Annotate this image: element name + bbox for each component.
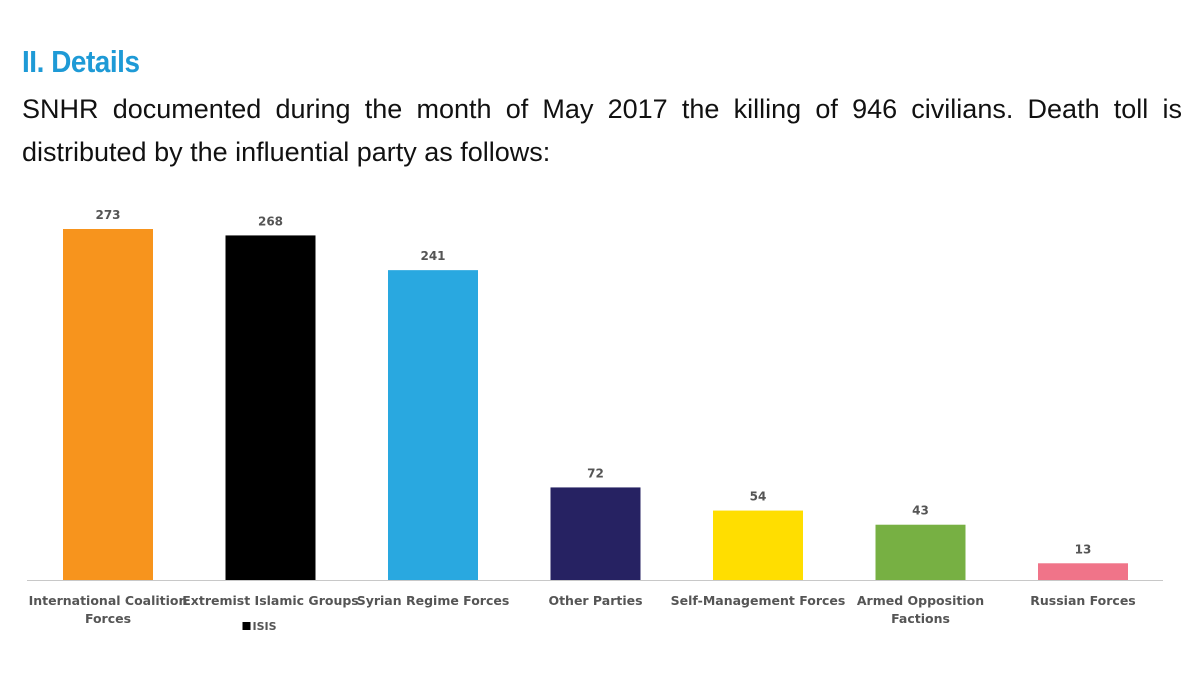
bar-value-label: 54 (750, 490, 767, 504)
legend-label: ISIS (253, 620, 277, 633)
value-labels-group: 273 268 241 72 54 43 13 (95, 208, 1091, 556)
category-label: Extremist Islamic Groups (182, 593, 358, 608)
bar (875, 524, 966, 580)
section-heading: II. Details (22, 44, 140, 79)
legend: ISIS (242, 620, 277, 633)
bar-value-label: 72 (587, 466, 604, 480)
bar (713, 510, 803, 580)
category-label: Self-Management Forces (671, 593, 846, 608)
bar-value-label: 273 (95, 208, 120, 222)
category-label: Armed Opposition Factions (857, 593, 984, 626)
bar (1038, 563, 1128, 580)
bar-value-label: 43 (912, 504, 929, 518)
bar-chart: 273 268 241 72 54 43 13 International Coalitio… (27, 208, 1163, 633)
bar (550, 487, 641, 580)
bar-value-label: 13 (1075, 542, 1092, 556)
category-label: Other Parties (548, 593, 642, 608)
bar-value-label: 241 (420, 249, 445, 263)
intro-paragraph: SNHR documented during the month of May … (22, 94, 1182, 167)
category-label: International Coalition Forces (29, 593, 188, 626)
legend-swatch (242, 622, 251, 630)
category-label: Syrian Regime Forces (357, 593, 510, 608)
category-label: Russian Forces (1030, 593, 1136, 608)
bar (63, 229, 153, 580)
bar-value-label: 268 (258, 214, 283, 228)
bars-group (63, 229, 1128, 580)
bar (225, 235, 316, 580)
bar (388, 270, 478, 580)
